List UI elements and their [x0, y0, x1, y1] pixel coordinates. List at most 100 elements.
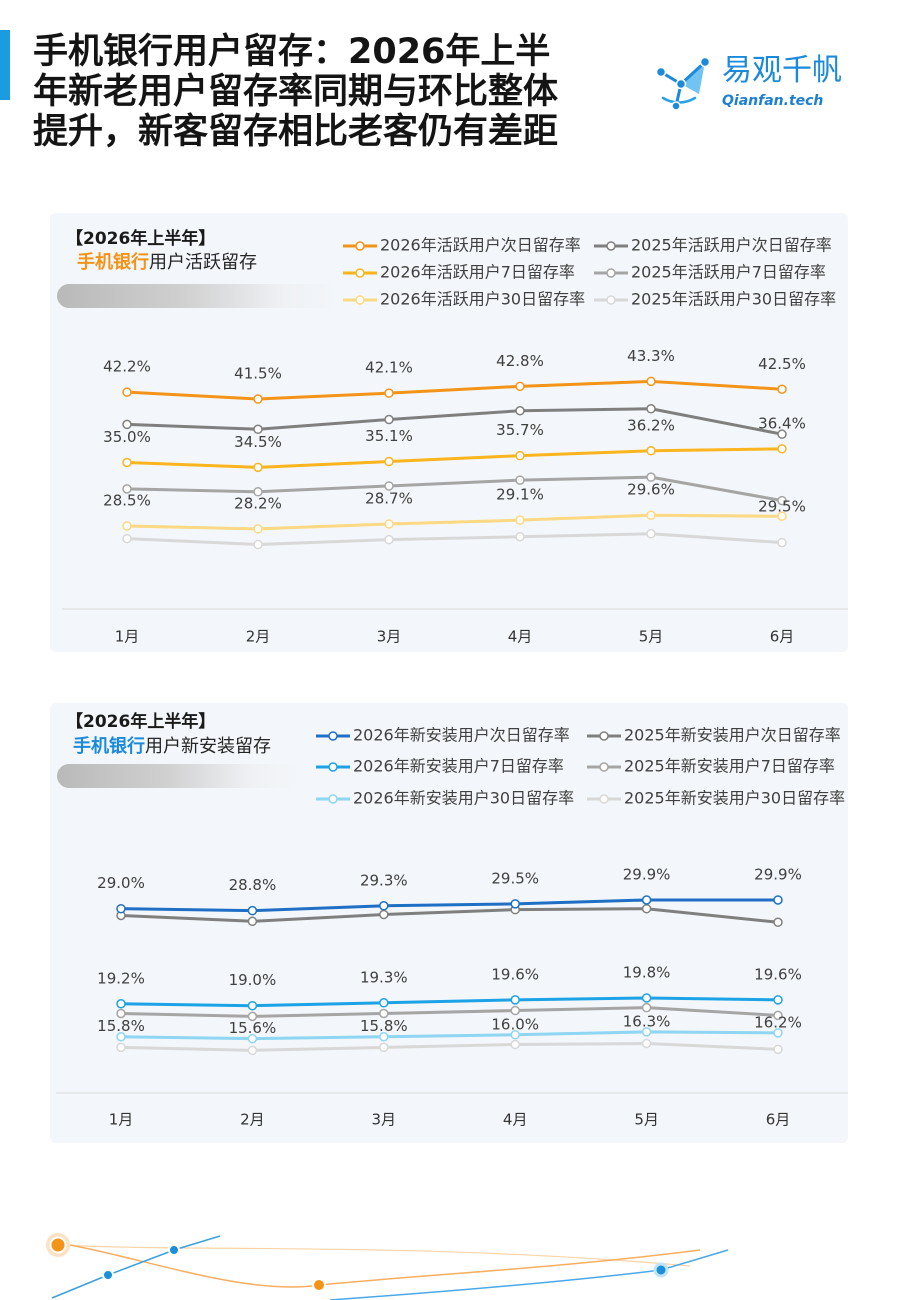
decor-line-blue [51, 1235, 221, 1299]
decor-curve-orange [69, 1244, 701, 1288]
legend-marker [599, 762, 609, 772]
data-point [515, 381, 525, 392]
chart-title-rest: 用户活跃留存 [149, 252, 257, 273]
legend-label: 2025年活跃用户次日留存率 [631, 236, 832, 255]
page-title-line-3: 提升，新客留存相比老客仍有差距 [33, 112, 559, 152]
data-point [247, 1000, 258, 1011]
legend-item: 2025年活跃用户次日留存率 [594, 236, 832, 255]
data-point [253, 539, 263, 550]
data-point [384, 456, 394, 467]
decor-dot-orange [49, 1236, 67, 1254]
x-tick-label: 5月 [634, 1111, 659, 1129]
data-point [646, 529, 656, 539]
data-point [510, 1005, 520, 1016]
x-tick-label: 4月 [503, 1111, 528, 1129]
page-title-line-2: 年新老用户留存率同期与环比整体 [33, 72, 559, 112]
legend-marker [328, 762, 338, 772]
data-point [777, 537, 787, 548]
legend-label: 2026年新安装用户7日留存率 [353, 757, 564, 776]
legend-label: 2025年活跃用户7日留存率 [631, 263, 826, 282]
x-tick-label: 1月 [109, 1111, 134, 1129]
x-tick-label: 6月 [766, 1111, 791, 1129]
data-point [384, 414, 394, 425]
data-point [773, 1028, 783, 1038]
data-point [247, 905, 258, 916]
data-label: 42.1% [365, 359, 413, 377]
data-point [773, 917, 783, 928]
data-point [515, 531, 525, 542]
data-point [122, 457, 132, 468]
data-label: 28.8% [229, 876, 277, 894]
data-point [646, 472, 656, 482]
data-point [777, 429, 787, 439]
legend-marker [599, 731, 609, 741]
data-point [773, 895, 783, 905]
data-label: 15.8% [360, 1017, 408, 1035]
logo-node [699, 56, 711, 68]
series-line [126, 532, 783, 547]
data-label: 41.5% [234, 365, 282, 383]
data-label: 42.8% [496, 352, 544, 370]
data-label: 29.9% [623, 865, 671, 883]
data-point [247, 916, 258, 927]
data-label: 15.6% [229, 1019, 277, 1037]
data-point [247, 1011, 258, 1022]
data-point [641, 895, 652, 905]
decor-dot-blue [168, 1244, 180, 1256]
legend-item: 2026年活跃用户7日留存率 [343, 263, 575, 282]
data-point [773, 1010, 783, 1021]
legend-item: 2026年活跃用户30日留存率 [343, 290, 585, 309]
active-user-retention-panel: 【2026年上半年】 手机银行用户活跃留存 1月 2月 3月 4月 5月 6月 2026年活… [50, 213, 848, 652]
data-label: 16.2% [754, 1013, 802, 1031]
legend-label: 2026年新安装用户30日留存率 [353, 789, 574, 808]
page-title-line-1: 手机银行用户留存：2026年上半 [33, 32, 551, 72]
data-point [646, 510, 656, 520]
legend-label: 2026年活跃用户7日留存率 [380, 263, 575, 282]
series-line [120, 1042, 779, 1052]
legend-item: 2026年新安装用户次日留存率 [316, 726, 570, 745]
data-label: 35.1% [365, 427, 413, 445]
data-point [773, 1044, 783, 1055]
chart-period-label: 【2026年上半年】 [66, 229, 216, 249]
data-label: 29.6% [627, 481, 675, 499]
data-point [253, 394, 263, 404]
data-point [253, 487, 263, 497]
data-point [379, 909, 389, 920]
data-point [510, 1030, 520, 1040]
data-label: 19.3% [360, 968, 408, 986]
data-point [116, 1008, 126, 1019]
data-label: 16.0% [491, 1015, 539, 1033]
data-point [515, 450, 525, 461]
legend-label: 2026年活跃用户30日留存率 [380, 290, 585, 309]
decor-curve-orange-faint [57, 1244, 691, 1267]
logo-sail-shape [681, 62, 705, 94]
x-tick-label: 4月 [508, 628, 533, 646]
data-point [122, 419, 132, 430]
data-label: 19.2% [97, 969, 145, 987]
data-point [253, 424, 263, 435]
data-point [122, 484, 132, 494]
data-point [116, 1031, 126, 1042]
series-line [120, 907, 779, 924]
new-install-retention-line-chart: 1月 2月 3月 4月 5月 6月 2026年新安装用户次日留存率 2025年新安装用户次日留… [56, 726, 848, 1129]
chart-title-underline-bar [57, 284, 340, 308]
data-label: 19.8% [623, 963, 671, 981]
legend-marker [606, 295, 616, 305]
x-tick-label: 2月 [240, 1111, 265, 1129]
data-point [247, 1045, 258, 1056]
legend-label: 2025年新安装用户30日留存率 [624, 789, 845, 808]
legend-label: 2025年活跃用户30日留存率 [631, 290, 836, 309]
legend-marker [599, 794, 609, 804]
data-point [777, 495, 787, 506]
chart-title-highlight: 手机银行 [73, 736, 145, 757]
data-point [641, 1002, 652, 1013]
data-point [510, 995, 520, 1005]
data-label: 29.3% [360, 871, 408, 889]
brand-domain: Qianfan.tech [722, 93, 824, 109]
series-line [120, 996, 779, 1008]
data-point [641, 1038, 652, 1049]
data-label: 28.7% [365, 490, 413, 508]
legend-label: 2025年新安装用户7日留存率 [624, 757, 835, 776]
data-point [773, 995, 783, 1005]
data-point [641, 993, 652, 1003]
